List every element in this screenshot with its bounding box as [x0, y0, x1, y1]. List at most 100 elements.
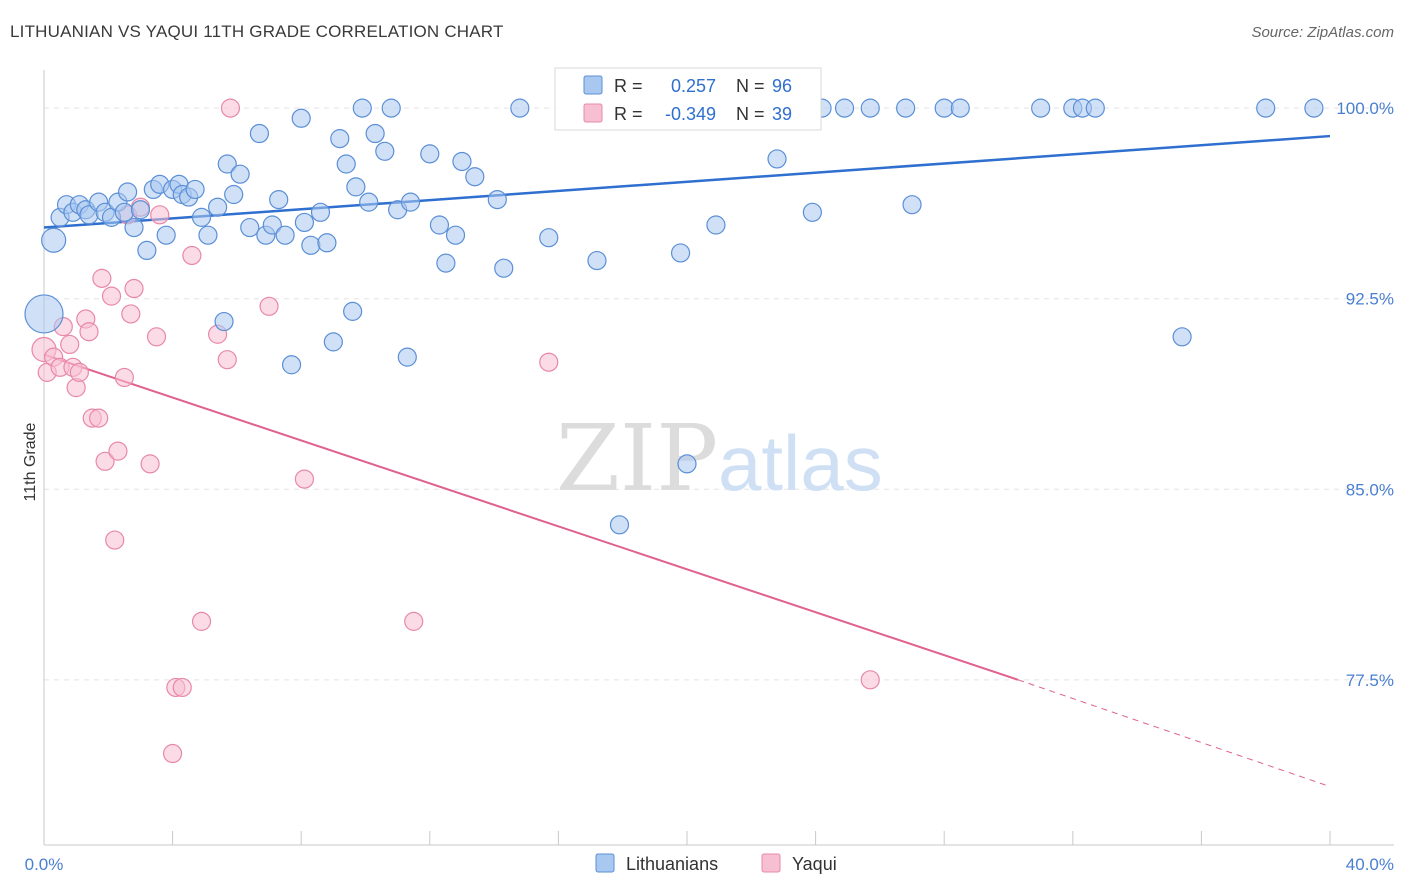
- y-tick-label: 77.5%: [1346, 671, 1394, 690]
- yaqui-point: [146, 327, 167, 347]
- lithuanian-point: [156, 225, 176, 245]
- lithuanian-point: [587, 250, 607, 271]
- lithuanian-point: [317, 233, 337, 253]
- lithuanian-point: [375, 141, 395, 161]
- y-tick-label: 92.5%: [1346, 290, 1394, 309]
- yaqui-point: [539, 352, 559, 372]
- lithuanian-point: [249, 123, 270, 144]
- yaqui-point: [105, 530, 125, 550]
- legend-r-value: -0.349: [665, 104, 716, 124]
- lithuanian-point: [896, 98, 916, 118]
- yaqui-trend-line: [43, 353, 1019, 681]
- watermark: ZIP atlas: [556, 405, 883, 512]
- legend-swatch-yaqui: [583, 103, 603, 123]
- legend-r-value: 0.257: [671, 76, 716, 96]
- lithuanian-point: [346, 177, 366, 197]
- lithuanian-point: [336, 154, 356, 174]
- lithuanian-point: [117, 182, 138, 202]
- yaqui-point: [294, 469, 315, 489]
- grid-lines: [44, 107, 1394, 681]
- legend-n-value: 96: [772, 76, 792, 96]
- yaqui-point: [114, 367, 134, 388]
- lithuanian-point: [24, 294, 64, 334]
- legend-n-value: 39: [772, 104, 792, 124]
- lithuanian-point: [510, 98, 530, 118]
- lithuanian-point: [224, 184, 244, 205]
- lithuanian-point: [677, 454, 697, 474]
- lithuanian-point: [400, 192, 421, 212]
- x-tick-label: 40.0%: [1346, 855, 1394, 874]
- yaqui-point: [124, 278, 144, 299]
- lithuanian-point: [902, 195, 922, 215]
- lithuanian-point: [1031, 98, 1051, 118]
- lithuanian-point: [301, 235, 321, 255]
- stats-legend: R = 0.257 N = 96 R = -0.349 N = 39: [554, 67, 822, 131]
- lithuanian-point: [208, 197, 228, 217]
- lithuanian-point: [359, 192, 379, 212]
- lithuanian-point: [1172, 327, 1192, 347]
- lithuanian-point: [1256, 98, 1276, 118]
- lithuanian-point: [343, 301, 363, 321]
- lithuanian-point: [262, 215, 282, 235]
- yaqui-point: [60, 334, 80, 355]
- lithuanian-point: [860, 98, 880, 118]
- legend-r-label: R =: [614, 76, 643, 96]
- lithuanian-point: [802, 202, 822, 222]
- lithuanian-point: [706, 215, 726, 235]
- lithuanian-point: [487, 189, 507, 210]
- yaqui-point: [860, 670, 880, 690]
- legend-n-label: N =: [736, 76, 765, 96]
- lithuanian-point: [445, 225, 466, 245]
- lithuanian-point: [609, 515, 630, 535]
- y-tick-labels: 100.0% 92.5% 85.0% 77.5%: [1336, 99, 1394, 690]
- lithuanian-point: [397, 347, 417, 367]
- lithuanian-point: [230, 164, 250, 184]
- lithuanian-point: [539, 228, 559, 248]
- lithuanian-point: [670, 243, 691, 263]
- lithuanian-point: [310, 202, 331, 222]
- yaqui-point: [150, 205, 170, 225]
- lithuanian-point: [1085, 98, 1105, 118]
- legend-swatch-lithuanians: [583, 75, 603, 95]
- lithuanian-point: [436, 253, 456, 273]
- yaqui-point: [121, 304, 141, 324]
- lithuanian-point: [240, 217, 260, 238]
- yaqui-point: [220, 98, 241, 118]
- legend-n-label: N =: [736, 104, 765, 124]
- lithuanian-point: [41, 227, 67, 253]
- legend-r-label: R =: [614, 104, 643, 124]
- x-tick-label: 0.0%: [25, 855, 64, 874]
- yaqui-trend-extension: [1017, 679, 1331, 788]
- lithuanian-point: [934, 98, 954, 118]
- y-tick-label: 100.0%: [1336, 99, 1394, 118]
- yaqui-point: [217, 350, 237, 370]
- legend-label-yaqui: Yaqui: [792, 854, 837, 874]
- yaqui-point: [79, 322, 99, 342]
- yaqui-point: [140, 454, 160, 474]
- chart-title: LITHUANIAN VS YAQUI 11TH GRADE CORRELATI…: [10, 22, 504, 41]
- lithuanian-point: [214, 311, 234, 332]
- lithuanian-points: [24, 98, 1324, 535]
- lithuanian-point: [494, 258, 514, 278]
- lithuanian-point: [381, 98, 401, 118]
- lithuanian-point: [950, 98, 970, 118]
- yaqui-point: [191, 611, 212, 631]
- lithuanian-point: [1304, 98, 1324, 118]
- trend-lines: [43, 134, 1331, 788]
- lithuanian-point: [352, 98, 372, 118]
- x-tick-labels: 0.0% 40.0%: [25, 855, 1394, 874]
- legend-label-lithuanians: Lithuanians: [626, 854, 718, 874]
- legend-swatch-lithuanians: [595, 853, 615, 873]
- lithuanian-trend-line: [43, 134, 1331, 229]
- lithuanian-point: [281, 355, 302, 375]
- y-axis-label: 11th Grade: [22, 422, 39, 501]
- yaqui-point: [95, 451, 115, 471]
- lithuanian-point: [420, 144, 440, 164]
- series-legend: Lithuanians Yaqui: [595, 853, 837, 874]
- lithuanian-point: [365, 123, 385, 144]
- lithuanian-point: [465, 167, 485, 187]
- y-tick-label: 85.0%: [1346, 480, 1394, 499]
- lithuanian-point: [767, 149, 787, 169]
- lithuanian-point: [294, 212, 315, 233]
- axes: [43, 70, 1394, 846]
